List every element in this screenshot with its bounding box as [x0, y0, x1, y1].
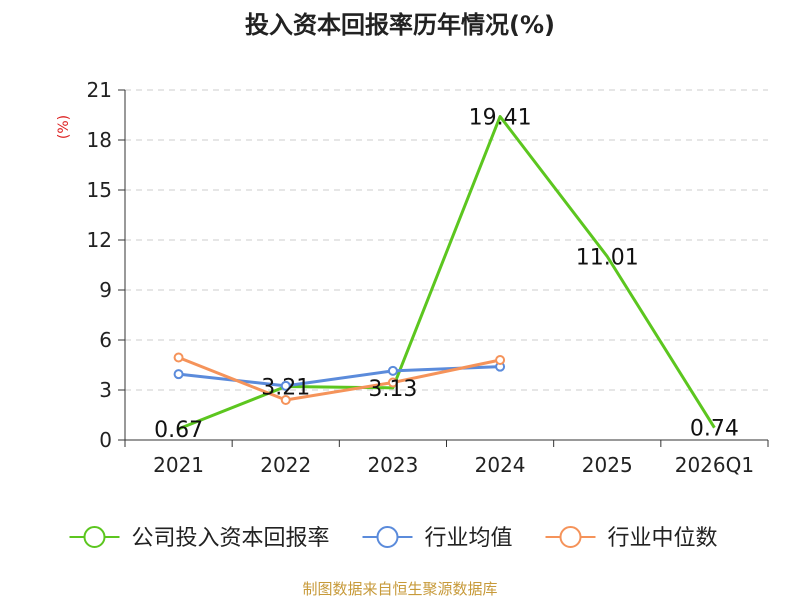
y-tick-label: 6 [99, 328, 112, 352]
data-point [495, 355, 506, 365]
y-tick-label: 15 [87, 178, 112, 202]
legend-label: 行业中位数 [608, 526, 718, 551]
legend-item-0: 公司投入资本回报率 [69, 526, 330, 551]
y-tick-label: 3 [99, 378, 112, 402]
data-point [280, 395, 291, 405]
data-label: 3.13 [368, 377, 417, 402]
data-label: 0.67 [154, 418, 203, 443]
y-tick-label: 0 [99, 428, 112, 452]
source-note: 制图数据来自恒生聚源数据库 [302, 580, 497, 598]
data-point [173, 352, 184, 363]
legend-label: 行业均值 [425, 526, 513, 551]
axes: 0 3 6 9 12 15 18 21 2021 2022 2023 2024 2025 2026Q1 [87, 78, 769, 477]
data-point [173, 369, 184, 380]
data-label: 19.41 [469, 106, 532, 131]
data-label: 11.01 [576, 246, 639, 271]
legend-label: 公司投入资本回报率 [132, 526, 330, 551]
series-lines [173, 115, 716, 431]
data-point [280, 380, 291, 391]
data-label: 0.74 [690, 417, 739, 442]
x-tick-label: 2021 [153, 453, 204, 477]
data-label: 3.21 [261, 376, 310, 401]
y-tick-label: 9 [99, 278, 112, 302]
legend-item-2: 行业中位数 [545, 526, 718, 551]
grid [125, 89, 768, 391]
legend-marker [376, 526, 399, 548]
y-tick-label: 21 [87, 78, 112, 102]
y-tick-label: 12 [87, 228, 112, 252]
x-tick-label: 2024 [475, 453, 526, 477]
series-line-2 [178, 356, 501, 402]
x-tick-label: 2023 [367, 453, 418, 477]
data-labels: 0.67 3.21 3.13 19.41 11.01 0.74 [154, 106, 739, 443]
legend-marker [559, 526, 582, 548]
data-point [387, 365, 398, 376]
legend-marker [83, 526, 106, 548]
x-tick-label: 2025 [582, 453, 633, 477]
y-tick-label: 18 [87, 128, 112, 152]
x-tick-label: 2026Q1 [675, 453, 754, 477]
legend: 公司投入资本回报率 行业均值 行业中位数 [69, 526, 718, 551]
y-axis-unit: (%) [56, 115, 72, 139]
chart-title: 投入资本回报率历年情况(%) [245, 11, 555, 39]
data-point [387, 377, 398, 388]
legend-item-1: 行业均值 [362, 526, 513, 551]
x-tick-label: 2022 [260, 453, 311, 477]
